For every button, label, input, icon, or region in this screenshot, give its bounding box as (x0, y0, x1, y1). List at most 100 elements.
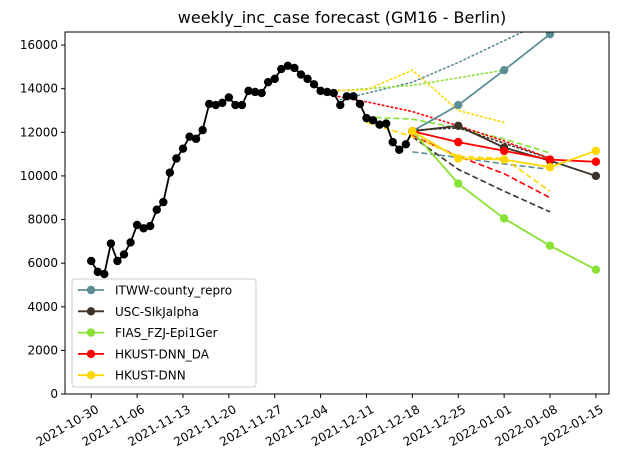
legend-label: HKUST-DNN (115, 369, 186, 383)
upper-bound-line (339, 32, 525, 101)
observed-point (395, 145, 404, 154)
upper-bound-line (319, 69, 505, 93)
observed-point (132, 220, 142, 230)
series-point (454, 100, 463, 110)
series-point (454, 154, 463, 163)
observed-point (211, 100, 220, 110)
y-tick-label: 4000 (27, 300, 58, 314)
observed-point (257, 88, 266, 98)
observed-point (368, 116, 378, 125)
series-point (499, 155, 509, 164)
observed-point (100, 269, 109, 279)
observed-point (296, 70, 306, 79)
observed-point (277, 64, 286, 74)
observed-point (113, 256, 122, 266)
plot-area (87, 32, 601, 279)
series-point (408, 127, 417, 136)
observed-point (218, 98, 227, 108)
series-point (454, 137, 463, 147)
observed-point (322, 87, 332, 97)
legend-label: USC-SIkJalpha (115, 305, 199, 319)
observed-point (231, 100, 240, 110)
observed-point (172, 154, 181, 163)
y-tick-label: 8000 (27, 213, 58, 227)
observed-point (146, 221, 155, 231)
series-point (499, 65, 509, 75)
observed-point (126, 238, 135, 247)
y-tick-label: 0 (50, 387, 58, 401)
observed-point (237, 100, 247, 110)
series-point (454, 121, 463, 130)
observed-point (119, 250, 129, 259)
observed-point (270, 74, 279, 84)
legend-label: ITWW-county_repro (115, 284, 232, 298)
legend-box (71, 278, 257, 388)
observed-point (388, 137, 397, 147)
series-point (454, 179, 463, 188)
observed-point (139, 224, 148, 233)
observed-point (165, 168, 175, 177)
observed-point (349, 92, 358, 101)
chart-title: weekly_inc_case forecast (GM16 - Berlin) (178, 8, 506, 28)
observed-point (152, 205, 161, 214)
series-point (545, 241, 555, 250)
y-tick-label: 16000 (20, 38, 58, 52)
observed-point (336, 100, 345, 110)
observed-point (381, 119, 391, 128)
observed-point (401, 140, 411, 149)
legend-marker (86, 328, 96, 337)
observed-point (198, 125, 207, 135)
y-tick-label: 12000 (20, 125, 58, 139)
observed-point (290, 63, 299, 73)
legend-label: FIAS_FZJ-Epi1Ger (115, 326, 218, 340)
plot-content (87, 32, 601, 279)
legend-marker (86, 285, 96, 295)
lower-bound-line (366, 121, 551, 192)
observed-point (178, 144, 188, 153)
lower-bound-line (412, 151, 551, 171)
observed-point (224, 93, 234, 102)
observed-point (87, 256, 96, 266)
observed-point (204, 99, 214, 109)
series-point (545, 163, 555, 172)
observed-point (375, 120, 384, 129)
observed-point (355, 99, 365, 109)
y-tick-label: 14000 (20, 82, 58, 96)
series-point (499, 214, 509, 223)
series-point (545, 155, 555, 164)
series-point (591, 157, 601, 166)
legend-marker (86, 371, 96, 380)
series-point (545, 32, 555, 39)
series-point (591, 146, 601, 156)
y-tick-label: 2000 (27, 343, 58, 357)
legend-marker (86, 349, 96, 359)
upper-bound-line (319, 92, 551, 160)
lower-bound-line (412, 134, 551, 199)
observed-point (362, 113, 371, 123)
legend: ITWW-county_repro USC-SIkJalpha FIAS_FZJ-E… (71, 278, 257, 388)
y-tick-label: 6000 (27, 256, 58, 270)
observed-point (244, 86, 253, 96)
observed-point (342, 92, 352, 101)
observed-point (329, 88, 338, 98)
legend-marker (86, 307, 96, 316)
y-tick-label: 10000 (20, 169, 58, 183)
observed-point (283, 61, 293, 71)
observed-line (90, 64, 414, 276)
lower-bound-line (411, 136, 551, 213)
axes-frame (64, 31, 610, 395)
series-line (411, 33, 551, 132)
series-point (499, 146, 509, 156)
observed-point (250, 87, 260, 97)
observed-point (316, 86, 325, 96)
upper-bound-line (319, 69, 505, 124)
legend-label: HKUST-DNN_DA (115, 347, 210, 361)
observed-point (159, 197, 168, 207)
observed-point (106, 239, 116, 248)
observed-point (191, 134, 201, 144)
observed-point (309, 80, 319, 89)
series-point (591, 171, 601, 181)
observed-point (93, 267, 102, 277)
observed-point (185, 132, 194, 141)
